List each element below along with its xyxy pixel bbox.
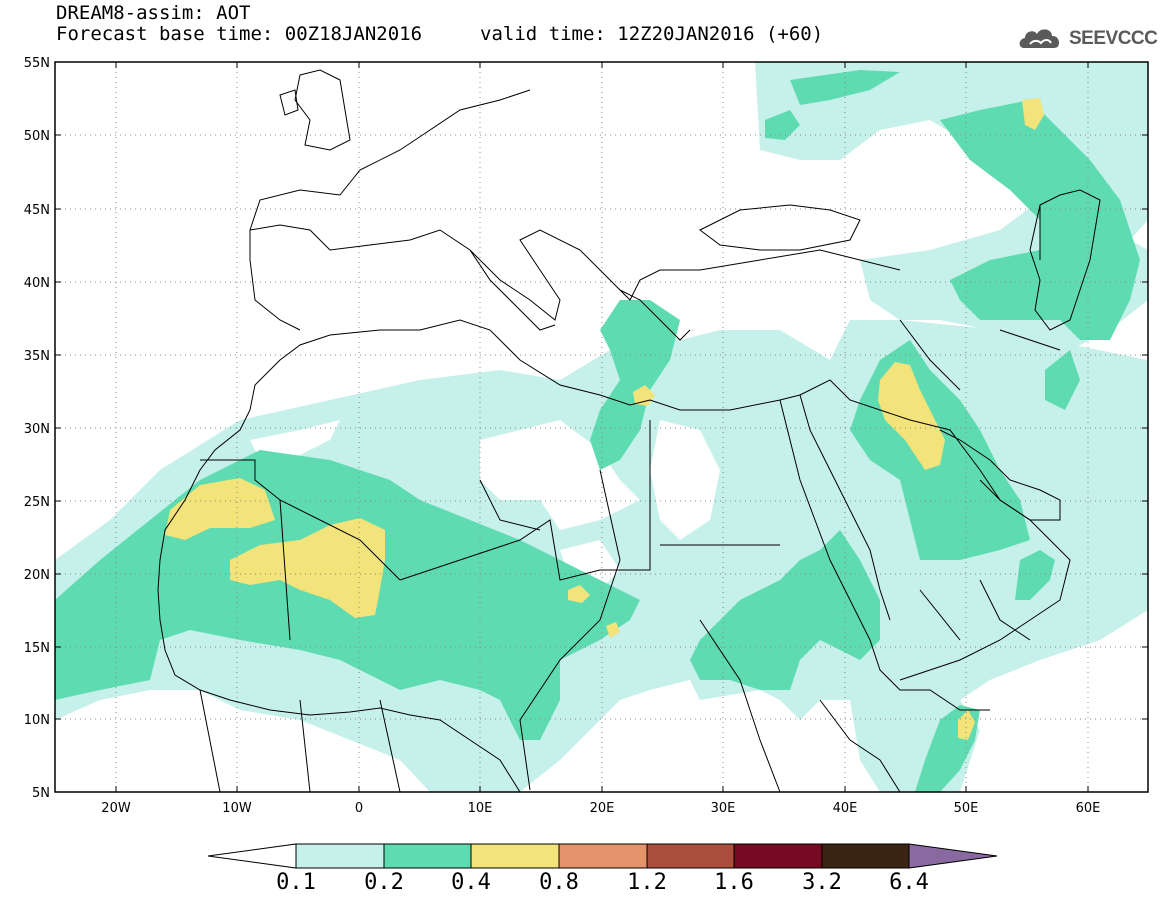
lon-label: 40E	[833, 801, 858, 816]
aot-0-2-region-sudan-ethiopia	[690, 530, 880, 690]
lon-label: 0	[355, 801, 363, 816]
lon-labels: 20W 10W 0 10E 20E 30E 40E 50E 60E	[101, 801, 1100, 816]
colorbar-label: 3.2	[802, 870, 842, 895]
aot-0-4-region-russia	[1022, 98, 1044, 130]
aot-clear-hole-libya	[480, 420, 640, 530]
seevccc-logo: SEEVCCC	[1016, 24, 1158, 54]
colorbar-label: 1.6	[714, 870, 754, 895]
lat-label: 5N	[32, 786, 50, 801]
colorbar-label: 1.2	[627, 870, 667, 895]
lat-labels: 55N 50N 45N 40N 35N 30N 25N 20N 15N 10N …	[24, 56, 50, 801]
colorbar-bin-3-2	[821, 843, 910, 869]
lat-label: 10N	[24, 713, 50, 728]
lat-label: 30N	[24, 422, 50, 437]
colorbar-bin-0-8	[558, 843, 648, 869]
aot-0-2-region-ukraine	[765, 110, 800, 140]
aot-0-4-region-chad-1	[568, 585, 590, 603]
colorbar-label: 0.1	[276, 870, 316, 895]
colorbar-over-arrow	[908, 843, 998, 869]
aot-0-4-region-chad-2	[606, 622, 620, 638]
aot-clear-hole-egypt	[650, 420, 720, 540]
aot-0-4-region-western-sahara	[165, 478, 275, 540]
colorbar-bin-0-2	[383, 843, 472, 869]
cloud-logo-icon	[1019, 29, 1060, 48]
colorbar-bin-1-2	[646, 843, 735, 869]
aot-0-2-region-aegean	[590, 300, 680, 470]
map-title: DREAM8-assim: AOT	[56, 2, 251, 24]
colorbar-bin-0-1	[295, 843, 385, 869]
lon-label: 20E	[590, 801, 615, 816]
aot-0-2-region-iran	[1045, 350, 1080, 410]
lon-label: 10W	[222, 801, 252, 816]
map-ticks	[55, 61, 1148, 792]
lon-label: 20W	[101, 801, 131, 816]
lat-label: 15N	[24, 641, 50, 656]
coastlines	[157, 69, 1101, 792]
colorbar-label: 0.8	[539, 870, 579, 895]
lat-label: 20N	[24, 568, 50, 583]
aot-clear-hole-mauritania	[250, 420, 340, 460]
aot-0-2-region-oman	[1015, 550, 1055, 600]
aot-0-4-region-libya-coast	[633, 385, 655, 406]
lon-label: 50E	[954, 801, 979, 816]
valid-time: valid time: 12Z20JAN2016 (+60)	[480, 23, 824, 45]
map-gridlines	[55, 62, 1148, 792]
colorbar-under-arrow	[207, 843, 297, 869]
lon-label: 10E	[468, 801, 493, 816]
aot-0-4-region-iraq	[878, 362, 945, 470]
colorbar-label: 6.4	[889, 870, 929, 895]
aot-0-4-region-somalia	[958, 710, 975, 740]
colorbar-label: 0.4	[451, 870, 491, 895]
colorbar	[207, 843, 998, 869]
lat-label: 50N	[24, 129, 50, 144]
lat-label: 55N	[24, 56, 50, 71]
lon-label: 60E	[1076, 801, 1101, 816]
lat-label: 45N	[24, 203, 50, 218]
colorbar-bin-1-6	[733, 843, 823, 869]
lat-label: 35N	[24, 349, 50, 364]
aot-0-4-region-mali-algeria	[230, 518, 385, 618]
aot-shading	[55, 62, 1148, 792]
colorbar-bin-0-4	[470, 843, 560, 869]
lat-label: 40N	[24, 276, 50, 291]
logo-text: SEEVCCC	[1069, 28, 1158, 49]
lat-label: 25N	[24, 495, 50, 510]
colorbar-label: 0.2	[364, 870, 404, 895]
forecast-base-time: Forecast base time: 00Z18JAN2016	[56, 23, 423, 45]
lon-label: 30E	[711, 801, 736, 816]
